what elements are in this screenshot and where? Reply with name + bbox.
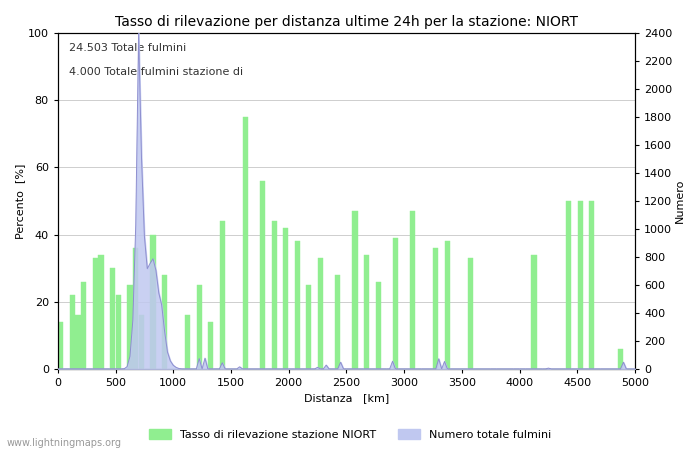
Bar <box>133 248 139 369</box>
Text: 24.503 Totale fulmini: 24.503 Totale fulmini <box>69 43 187 53</box>
Bar <box>284 228 288 369</box>
Bar <box>150 234 155 369</box>
Bar <box>618 349 623 369</box>
Bar <box>197 285 202 369</box>
Bar <box>110 268 116 369</box>
Text: 4.000 Totale fulmini stazione di: 4.000 Totale fulmini stazione di <box>69 67 244 76</box>
Bar <box>127 285 132 369</box>
Bar <box>272 221 276 369</box>
Legend: Tasso di rilevazione stazione NIORT, Numero totale fulmini: Tasso di rilevazione stazione NIORT, Num… <box>144 425 556 445</box>
Bar <box>220 221 225 369</box>
Bar <box>76 315 80 369</box>
Y-axis label: Percento  [%]: Percento [%] <box>15 163 25 238</box>
Title: Tasso di rilevazione per distanza ultime 24h per la stazione: NIORT: Tasso di rilevazione per distanza ultime… <box>115 15 578 29</box>
Bar <box>589 201 594 369</box>
Bar <box>92 258 98 369</box>
Bar <box>335 275 340 369</box>
Bar <box>307 285 312 369</box>
Bar <box>260 181 265 369</box>
Bar <box>69 295 75 369</box>
Bar <box>318 258 323 369</box>
Bar <box>531 255 536 369</box>
Bar <box>162 275 167 369</box>
Bar <box>185 315 190 369</box>
Bar <box>208 322 213 369</box>
Bar <box>352 211 358 369</box>
Bar <box>58 322 63 369</box>
Bar <box>295 241 300 369</box>
Y-axis label: Numero: Numero <box>675 179 685 223</box>
X-axis label: Distanza   [km]: Distanza [km] <box>304 393 389 404</box>
Bar <box>410 211 415 369</box>
Bar <box>364 255 369 369</box>
Bar <box>566 201 571 369</box>
Bar <box>99 255 104 369</box>
Bar <box>433 248 438 369</box>
Bar <box>116 295 121 369</box>
Bar <box>139 315 144 369</box>
Bar <box>444 241 450 369</box>
Bar <box>468 258 473 369</box>
Bar <box>393 238 398 369</box>
Bar <box>375 282 381 369</box>
Bar <box>81 282 86 369</box>
Bar <box>578 201 582 369</box>
Bar <box>243 117 248 369</box>
Text: www.lightningmaps.org: www.lightningmaps.org <box>7 438 122 448</box>
